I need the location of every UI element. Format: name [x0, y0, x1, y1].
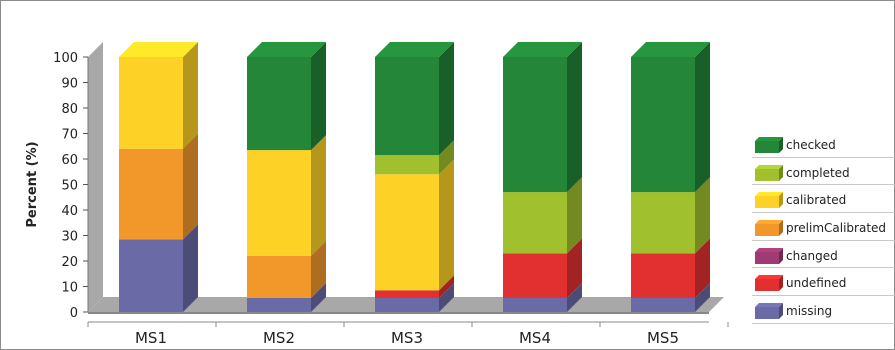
- legend-swatch: [755, 303, 783, 320]
- legend-item: checked: [752, 130, 895, 158]
- y-tick-label: 50: [61, 179, 78, 194]
- bar-segment: [631, 297, 695, 312]
- legend-label: missing: [786, 304, 833, 319]
- bar-segment: [247, 255, 311, 298]
- bar-segment-top: [247, 42, 326, 57]
- y-tick-label: 30: [61, 230, 78, 245]
- legend-swatch: [755, 137, 783, 153]
- legend-swatch: [755, 275, 783, 292]
- bar-segment-side: [695, 177, 710, 254]
- legend-item: changed: [752, 241, 895, 269]
- bar-segment: [503, 297, 567, 312]
- legend-swatch: [755, 192, 783, 209]
- bar-segment-side: [695, 282, 710, 312]
- y-tick-label: 90: [61, 77, 78, 92]
- bar-segment-side: [183, 224, 198, 312]
- legend-item: missing: [752, 296, 895, 324]
- bar-segment-side: [567, 42, 582, 193]
- plot-side-wall: [88, 42, 103, 312]
- y-tick-label: 40: [61, 204, 78, 219]
- y-tick-label: 0: [70, 306, 78, 321]
- x-tick-label: MS2: [263, 329, 295, 347]
- y-tick-label: 60: [61, 153, 78, 168]
- bar-segment: [503, 57, 567, 193]
- bar-segment: [503, 192, 567, 254]
- bar-segment: [119, 57, 183, 149]
- bar-segment-side: [439, 275, 454, 298]
- bar-segment: [375, 155, 439, 175]
- bar-segment: [503, 253, 567, 298]
- bar-segment: [247, 150, 311, 256]
- bar-segment: [119, 239, 183, 312]
- bar-segment-side: [695, 42, 710, 193]
- bar-segment-side: [567, 238, 582, 298]
- bar-segment-top: [119, 42, 198, 57]
- bar-segment-side: [439, 42, 454, 156]
- bar-segment: [631, 192, 695, 254]
- bar-segment: [631, 57, 695, 193]
- bar-segment-side: [311, 240, 326, 298]
- legend-label: undefined: [786, 276, 847, 291]
- bar-segment: [375, 297, 439, 312]
- x-tick-label: MS3: [391, 329, 423, 347]
- bar-segment-side: [439, 159, 454, 291]
- legend: checked completed calibrated prelimCalibrat…: [752, 130, 895, 324]
- y-tick-label: 80: [61, 102, 78, 117]
- bar-segment-side: [567, 177, 582, 254]
- x-tick-label: MS1: [135, 329, 167, 347]
- legend-item: prelimCalibrated: [752, 213, 895, 241]
- legend-item: completed: [752, 158, 895, 186]
- bar-segment-side: [439, 140, 454, 175]
- bar-segment: [375, 57, 439, 156]
- legend-swatch: [755, 220, 783, 237]
- bar-segment: [247, 297, 311, 312]
- bar-segment: [631, 253, 695, 298]
- bar-segment-side: [567, 282, 582, 312]
- bar-segment-side: [439, 282, 454, 312]
- bar-segment-top: [503, 42, 582, 57]
- legend-label: checked: [786, 138, 836, 152]
- plot-floor-edge: [88, 312, 709, 314]
- bar-segment: [375, 290, 439, 298]
- legend-swatch: [755, 247, 783, 264]
- bar-segment-side: [311, 282, 326, 312]
- legend-label: completed: [786, 165, 850, 180]
- bar-segment-side: [183, 133, 198, 240]
- y-tick-label: 70: [61, 128, 78, 143]
- bar-segment-side: [311, 135, 326, 256]
- x-tick-label: MS4: [519, 329, 551, 347]
- legend-swatch: [755, 164, 783, 181]
- bar-segment: [119, 148, 183, 240]
- bar-segment: [247, 57, 311, 151]
- bar-segment-side: [183, 42, 198, 149]
- legend-item: calibrated: [752, 185, 895, 214]
- y-tick-label: 100: [53, 51, 78, 66]
- legend-label: changed: [786, 248, 838, 263]
- bar-segment-top: [631, 42, 710, 57]
- y-tick-label: 10: [61, 281, 78, 296]
- x-tick-label: MS5: [647, 329, 679, 347]
- bar-segment: [375, 174, 439, 291]
- legend-label: prelimCalibrated: [786, 221, 887, 236]
- bar-segment-side: [311, 42, 326, 151]
- bar-segment-side: [695, 238, 710, 298]
- legend-label: calibrated: [786, 193, 847, 208]
- legend-item: undefined: [752, 268, 895, 297]
- bar-segment-top: [375, 42, 454, 57]
- y-tick-label: 20: [61, 255, 78, 270]
- y-axis-title: Percent (%): [25, 141, 40, 227]
